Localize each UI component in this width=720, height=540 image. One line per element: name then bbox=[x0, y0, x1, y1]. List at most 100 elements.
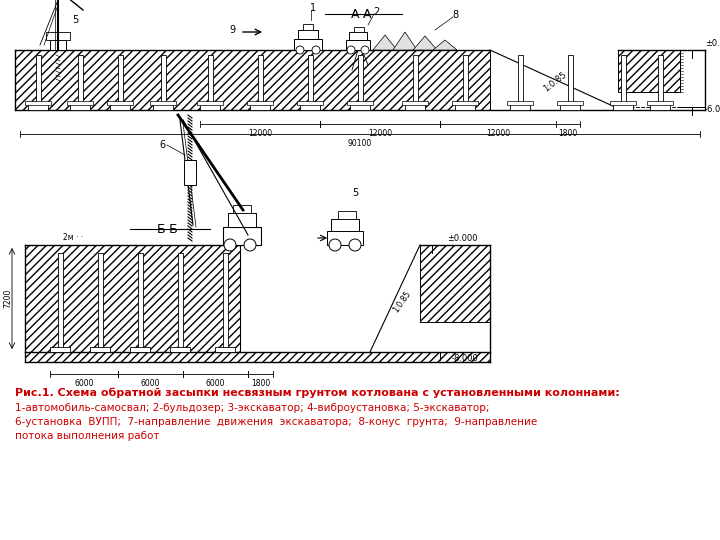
Bar bbox=[402, 101, 428, 105]
Bar bbox=[462, 55, 467, 105]
Bar bbox=[518, 55, 523, 105]
Text: 1800: 1800 bbox=[559, 129, 577, 138]
Bar bbox=[117, 55, 122, 105]
Bar bbox=[647, 101, 673, 105]
Bar bbox=[258, 55, 263, 105]
Text: 8: 8 bbox=[452, 10, 458, 20]
Bar bbox=[200, 104, 220, 110]
Bar bbox=[58, 253, 63, 348]
Bar bbox=[507, 101, 533, 105]
Bar bbox=[610, 101, 636, 105]
Polygon shape bbox=[25, 352, 490, 362]
Text: 6000: 6000 bbox=[74, 379, 94, 388]
Circle shape bbox=[329, 239, 341, 251]
Bar bbox=[50, 347, 70, 352]
Bar bbox=[294, 39, 322, 50]
Bar bbox=[138, 253, 143, 348]
Bar bbox=[228, 213, 256, 227]
Bar bbox=[405, 104, 425, 110]
Text: 6-установка  ВУПП;  7-направление  движения  экскаватора;  8-конус  грунта;  9-н: 6-установка ВУПП; 7-направление движения… bbox=[15, 417, 537, 427]
Polygon shape bbox=[373, 35, 397, 50]
Bar bbox=[560, 104, 580, 110]
Bar bbox=[78, 55, 83, 105]
Bar bbox=[150, 101, 176, 105]
Bar bbox=[307, 55, 312, 105]
Bar bbox=[50, 40, 66, 50]
Bar bbox=[97, 253, 102, 348]
Bar bbox=[358, 55, 362, 105]
Bar bbox=[338, 211, 356, 219]
Text: 1:0.85: 1:0.85 bbox=[392, 289, 413, 314]
Text: 5: 5 bbox=[352, 188, 358, 198]
Bar bbox=[67, 101, 93, 105]
Text: 1: 1 bbox=[310, 3, 316, 13]
Text: -6.000: -6.000 bbox=[705, 105, 720, 114]
Bar bbox=[233, 205, 251, 213]
Circle shape bbox=[349, 239, 361, 251]
Bar bbox=[510, 104, 530, 110]
Text: -8.000: -8.000 bbox=[452, 354, 479, 363]
Bar bbox=[327, 231, 363, 245]
Bar bbox=[300, 104, 320, 110]
Text: А-А: А-А bbox=[351, 8, 373, 21]
Circle shape bbox=[296, 46, 304, 54]
Bar bbox=[250, 104, 270, 110]
Text: Рис.1. Схема обратной засыпки несвязным грунтом котлована с установленными колон: Рис.1. Схема обратной засыпки несвязным … bbox=[15, 388, 620, 399]
Bar bbox=[178, 253, 182, 348]
Bar bbox=[90, 347, 110, 352]
Bar bbox=[413, 55, 418, 105]
Text: 2: 2 bbox=[373, 7, 379, 17]
Text: 12000: 12000 bbox=[248, 129, 272, 138]
Polygon shape bbox=[618, 50, 680, 92]
Text: ±0.000: ±0.000 bbox=[447, 234, 477, 243]
Text: 12000: 12000 bbox=[486, 129, 510, 138]
Bar bbox=[207, 55, 212, 105]
Bar bbox=[35, 55, 40, 105]
Bar bbox=[70, 104, 90, 110]
Text: 1-автомобиль-самосвал; 2-бульдозер; 3-экскаватор; 4-виброустановка; 5-экскаватор: 1-автомобиль-самосвал; 2-бульдозер; 3-эк… bbox=[15, 403, 490, 413]
Text: 6000: 6000 bbox=[140, 379, 161, 388]
Bar bbox=[298, 30, 318, 39]
Bar bbox=[613, 104, 633, 110]
Bar bbox=[215, 347, 235, 352]
Bar bbox=[130, 347, 150, 352]
Bar bbox=[297, 101, 323, 105]
Bar bbox=[557, 101, 583, 105]
Polygon shape bbox=[420, 245, 490, 322]
Bar bbox=[28, 104, 48, 110]
Bar bbox=[107, 101, 133, 105]
Polygon shape bbox=[433, 40, 457, 50]
Bar bbox=[650, 104, 670, 110]
Bar bbox=[46, 32, 70, 40]
Bar bbox=[347, 101, 373, 105]
Circle shape bbox=[224, 239, 236, 251]
Polygon shape bbox=[393, 32, 417, 50]
Text: Б-Б: Б-Б bbox=[157, 223, 179, 236]
Text: 90100: 90100 bbox=[348, 139, 372, 148]
Bar bbox=[657, 55, 662, 105]
Bar bbox=[222, 253, 228, 348]
Bar bbox=[161, 55, 166, 105]
Text: 5: 5 bbox=[72, 15, 78, 25]
Bar bbox=[621, 55, 626, 105]
Text: 6: 6 bbox=[159, 140, 165, 150]
Bar bbox=[170, 347, 190, 352]
Bar bbox=[331, 219, 359, 231]
Text: 1800: 1800 bbox=[251, 379, 270, 388]
Circle shape bbox=[312, 46, 320, 54]
Bar bbox=[354, 27, 364, 32]
Circle shape bbox=[244, 239, 256, 251]
Text: 6000: 6000 bbox=[206, 379, 225, 388]
Polygon shape bbox=[25, 245, 240, 352]
Text: 12000: 12000 bbox=[368, 129, 392, 138]
Text: 9: 9 bbox=[229, 25, 235, 35]
Bar bbox=[25, 101, 51, 105]
Polygon shape bbox=[413, 36, 437, 50]
Bar bbox=[110, 104, 130, 110]
Bar bbox=[346, 40, 370, 50]
Bar bbox=[452, 101, 478, 105]
Bar bbox=[455, 104, 475, 110]
Bar bbox=[349, 32, 367, 40]
Text: ±0.000: ±0.000 bbox=[705, 39, 720, 48]
Bar bbox=[567, 55, 572, 105]
